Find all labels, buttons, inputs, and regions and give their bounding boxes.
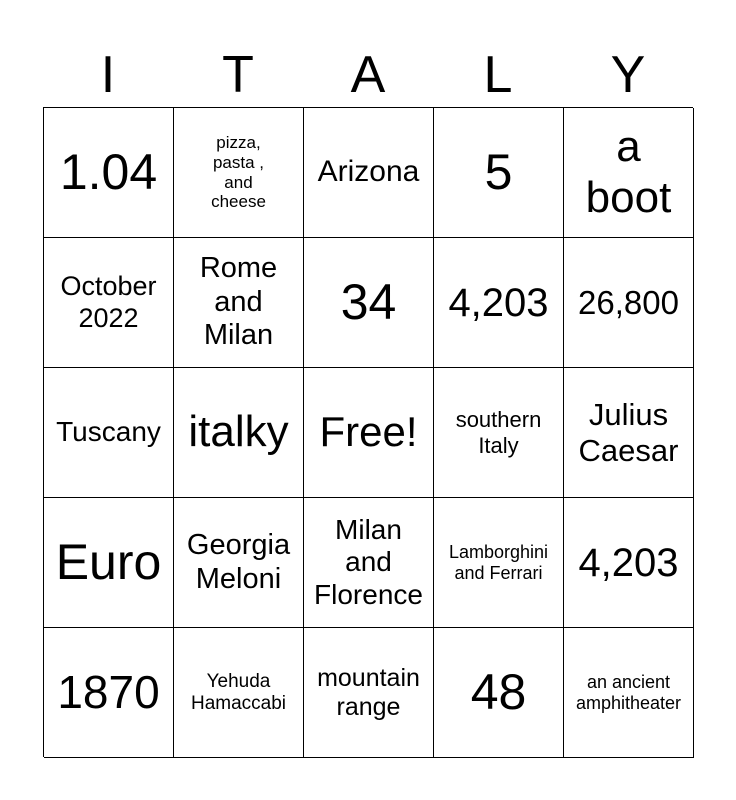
bingo-cell[interactable]: an ancient amphitheater [564,628,694,758]
bingo-cell[interactable]: Rome and Milan [174,238,304,368]
bingo-cell[interactable]: Tuscany [44,368,174,498]
bingo-cell[interactable]: Georgia Meloni [174,498,304,628]
bingo-cell[interactable]: 1.04 [44,108,174,238]
bingo-cell[interactable]: a boot [564,108,694,238]
bingo-cell[interactable]: Euro [44,498,174,628]
bingo-cell[interactable]: Yehuda Hamaccabi [174,628,304,758]
bingo-cell[interactable]: 4,203 [434,238,564,368]
bingo-cell[interactable]: 5 [434,108,564,238]
bingo-cell[interactable]: mountain range [304,628,434,758]
bingo-cell[interactable]: 48 [434,628,564,758]
bingo-cell[interactable]: October 2022 [44,238,174,368]
header-letter: T [222,46,254,104]
bingo-cell[interactable]: Julius Caesar [564,368,694,498]
bingo-cell[interactable]: pizza, pasta , and cheese [174,108,304,238]
bingo-header: I T A L Y [43,44,693,106]
bingo-cell[interactable]: Lamborghini and Ferrari [434,498,564,628]
header-letter: A [350,46,386,104]
bingo-cell[interactable]: 1870 [44,628,174,758]
bingo-cell[interactable]: italky [174,368,304,498]
header-letter: L [483,46,513,104]
bingo-cell[interactable]: 26,800 [564,238,694,368]
bingo-cell[interactable]: Milan and Florence [304,498,434,628]
bingo-grid: 1.04 pizza, pasta , and cheese Arizona 5 a b… [43,107,694,758]
bingo-cell[interactable]: southern Italy [434,368,564,498]
header-letter: Y [610,46,646,104]
bingo-cell[interactable]: 34 [304,238,434,368]
free-space-cell[interactable]: Free! [304,368,434,498]
bingo-cell[interactable]: Arizona [304,108,434,238]
header-letter: I [100,46,116,104]
bingo-cell[interactable]: 4,203 [564,498,694,628]
